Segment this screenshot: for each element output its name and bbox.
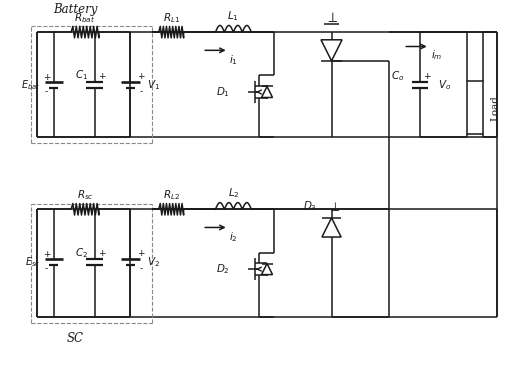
Text: +: + bbox=[424, 72, 431, 81]
Text: $R_{bat}$: $R_{bat}$ bbox=[74, 11, 96, 25]
Polygon shape bbox=[321, 40, 342, 61]
Text: Load: Load bbox=[491, 95, 500, 121]
Text: $V_o$: $V_o$ bbox=[439, 78, 451, 92]
Text: $D_1$: $D_1$ bbox=[216, 85, 230, 99]
Text: -: - bbox=[139, 265, 143, 273]
Text: +: + bbox=[43, 250, 50, 259]
Text: $C_o$: $C_o$ bbox=[391, 69, 405, 83]
Text: Battery: Battery bbox=[53, 3, 97, 16]
Polygon shape bbox=[261, 87, 272, 98]
Text: +: + bbox=[137, 249, 145, 258]
Text: $V_1$: $V_1$ bbox=[147, 78, 160, 92]
Text: $R_{L1}$: $R_{L1}$ bbox=[162, 11, 180, 25]
Text: $D_3$: $D_3$ bbox=[303, 199, 317, 213]
Text: $L_1$: $L_1$ bbox=[227, 10, 239, 23]
Text: SC: SC bbox=[67, 332, 84, 345]
Text: $E_{sc}$: $E_{sc}$ bbox=[25, 255, 40, 269]
Text: +: + bbox=[137, 72, 145, 81]
Text: $C_2$: $C_2$ bbox=[75, 246, 88, 260]
Text: +: + bbox=[98, 72, 105, 81]
Text: $i_m$: $i_m$ bbox=[431, 48, 443, 62]
Text: +: + bbox=[43, 73, 50, 82]
Text: $R_{sc}$: $R_{sc}$ bbox=[77, 188, 94, 202]
Text: $V_2$: $V_2$ bbox=[147, 255, 160, 269]
Text: $C_1$: $C_1$ bbox=[75, 68, 88, 82]
Text: -: - bbox=[45, 265, 48, 273]
Bar bbox=[468, 82, 483, 134]
Text: $E_{bat}$: $E_{bat}$ bbox=[21, 78, 40, 92]
Text: +: + bbox=[98, 249, 105, 258]
Text: -: - bbox=[45, 87, 48, 97]
Text: $R_{L2}$: $R_{L2}$ bbox=[162, 188, 180, 202]
Polygon shape bbox=[322, 218, 341, 237]
Text: $\perp$: $\perp$ bbox=[327, 201, 340, 214]
Text: $L_2$: $L_2$ bbox=[227, 187, 239, 200]
Text: -: - bbox=[139, 87, 143, 97]
Text: $\perp$: $\perp$ bbox=[325, 11, 339, 25]
Text: $D_2$: $D_2$ bbox=[216, 262, 230, 276]
Text: $i_2$: $i_2$ bbox=[229, 230, 238, 244]
Text: $i_1$: $i_1$ bbox=[229, 53, 238, 67]
Polygon shape bbox=[261, 264, 272, 275]
